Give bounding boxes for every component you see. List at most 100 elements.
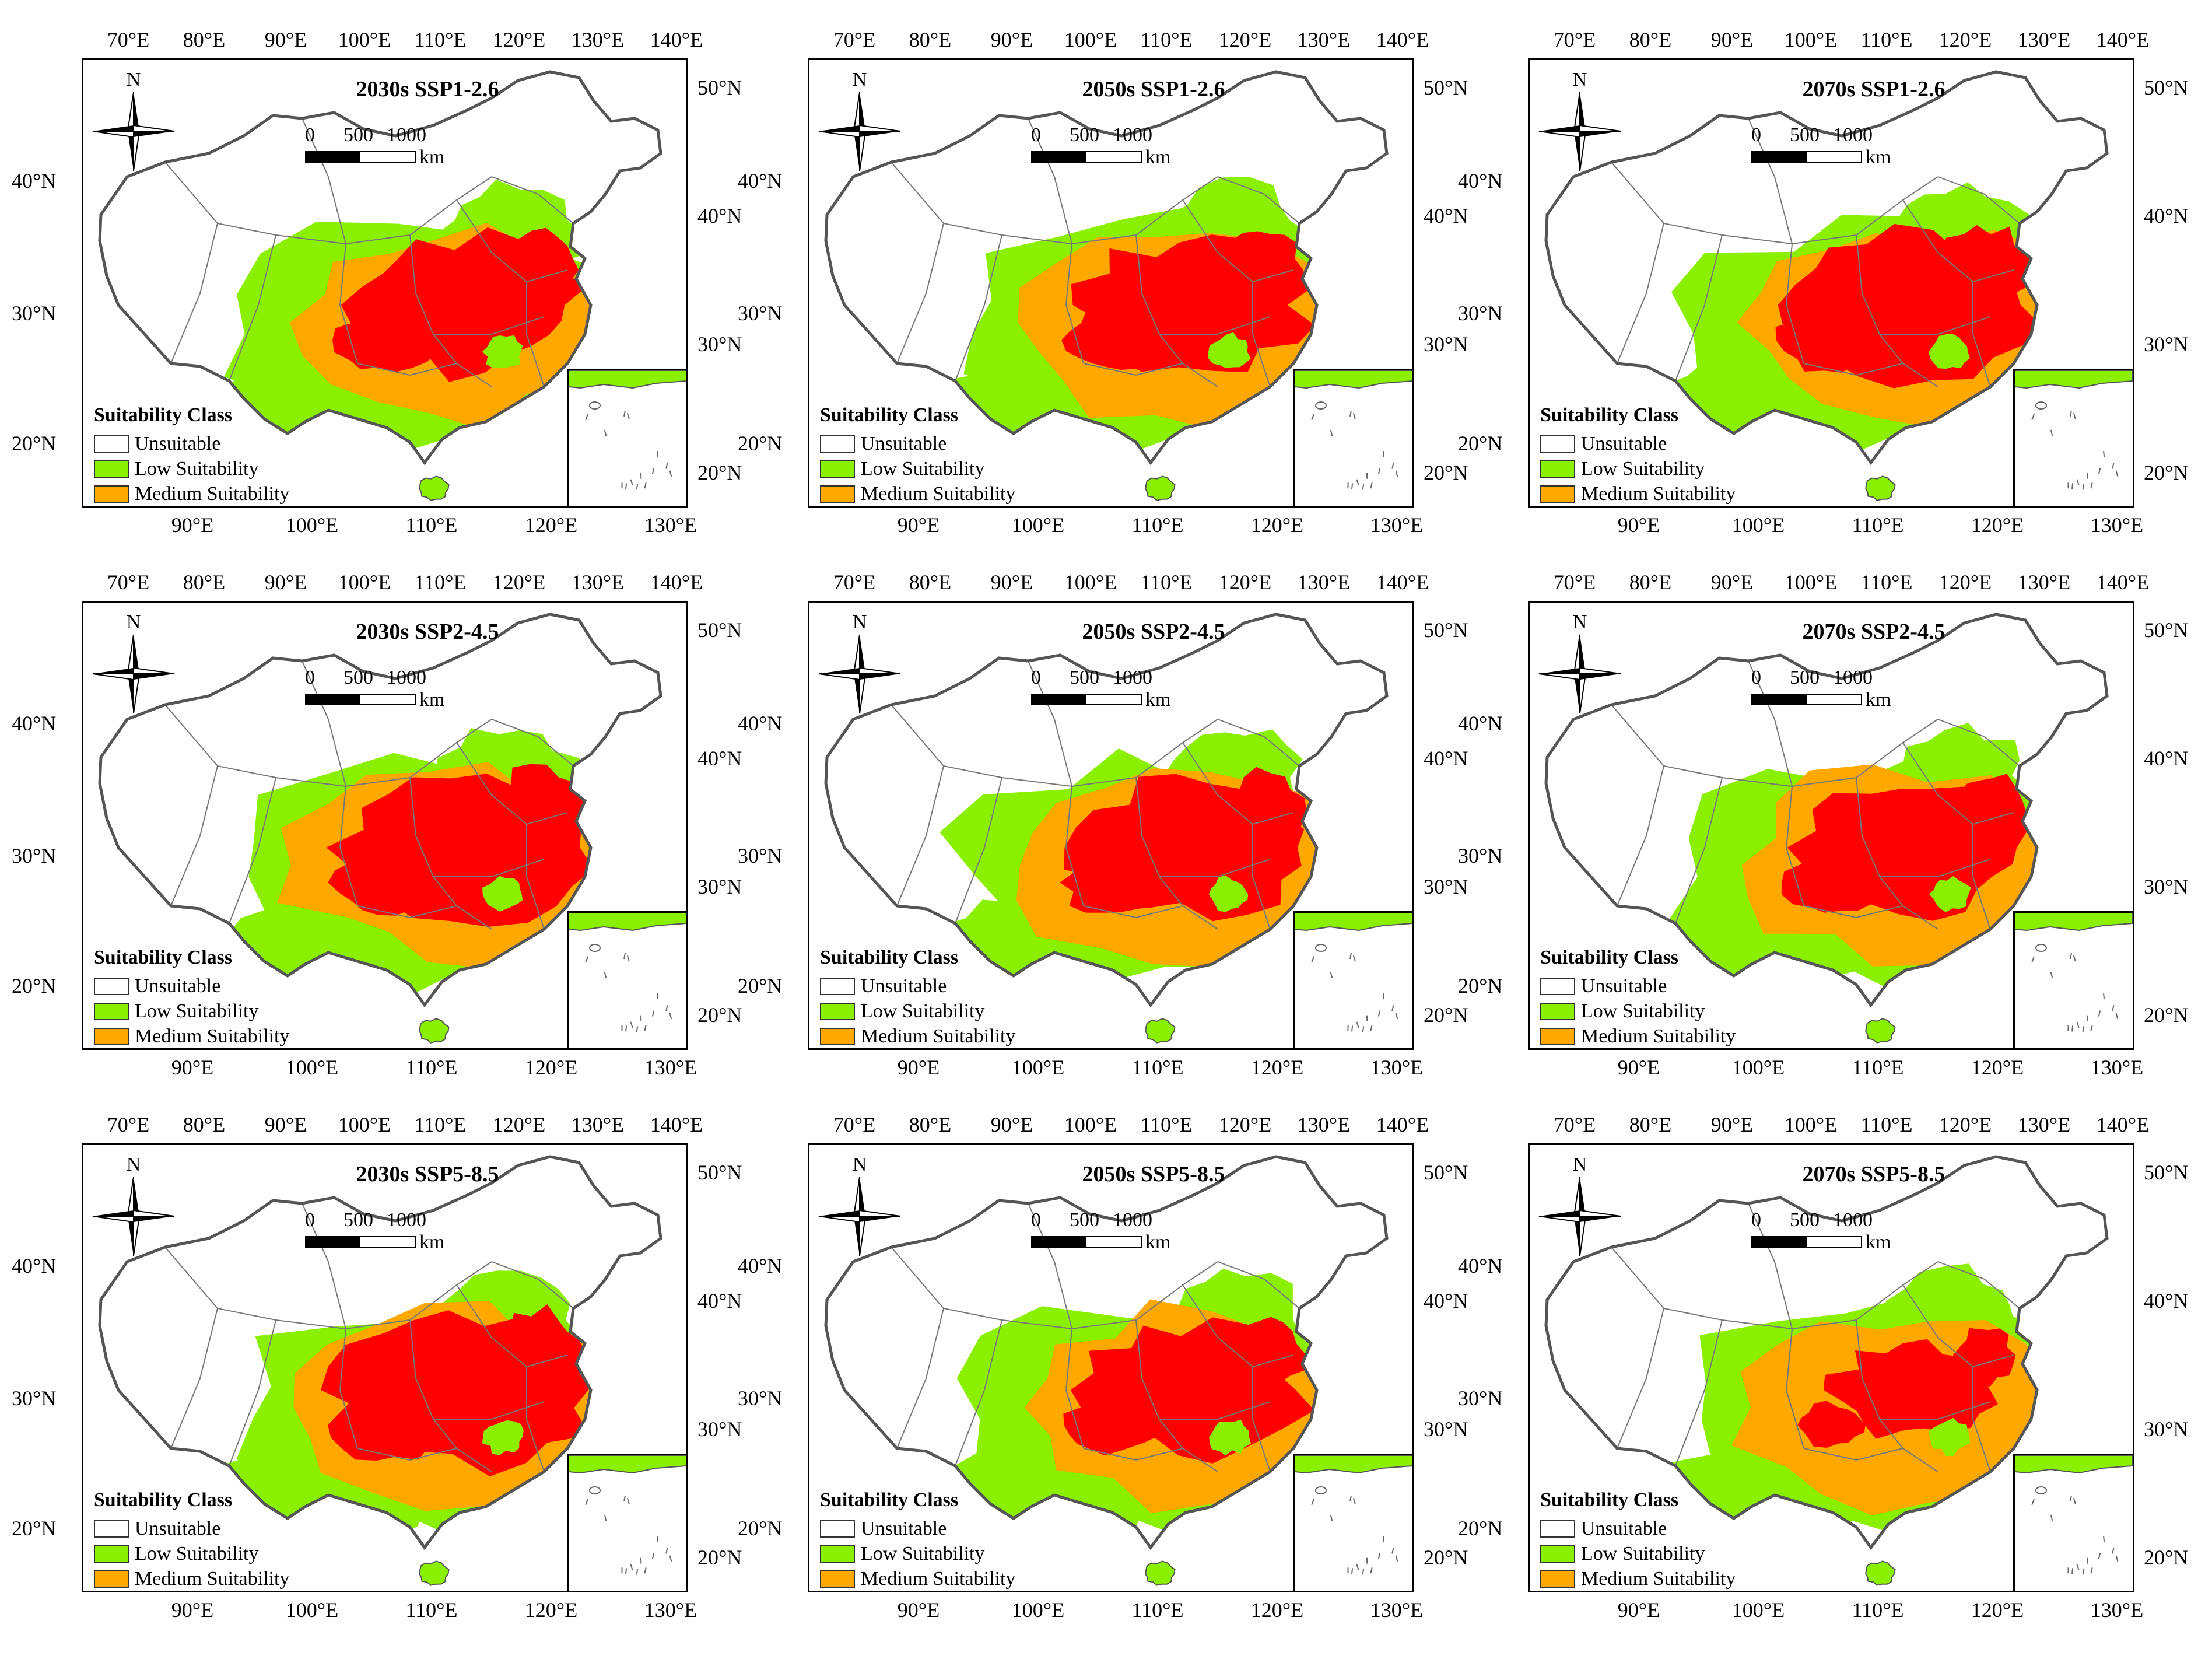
- scale-bar-unit: km: [419, 1231, 445, 1253]
- legend-label: Unsuitable: [135, 1517, 221, 1539]
- scale-bar: 0 500 1000 km: [1031, 667, 1170, 713]
- low-suitability-zone: [1208, 332, 1251, 369]
- lon-tick-top: 110°E: [1860, 570, 1913, 594]
- province-boundary: [1675, 235, 1723, 382]
- province-boundary: [357, 1447, 492, 1472]
- lat-tick-right: 30°N: [697, 1418, 742, 1441]
- compass-needle-east-light: [133, 667, 175, 674]
- north-arrow-icon: N: [92, 69, 175, 172]
- lon-tick-top: 120°E: [1218, 28, 1272, 51]
- compass-needle-south-light: [1579, 673, 1587, 714]
- lon-tick-top: 90°E: [264, 28, 307, 51]
- legend-label: Unsuitable: [861, 432, 947, 454]
- province-boundary: [1028, 118, 1072, 244]
- south-china-sea-inset: [1293, 911, 1412, 1048]
- lon-tick-bottom: 100°E: [1731, 1598, 1785, 1622]
- hainan-island: [419, 1560, 450, 1586]
- compass-n-label: N: [1573, 1154, 1587, 1175]
- lon-tick-bottom: 130°E: [644, 513, 697, 537]
- compass-n-label: N: [127, 69, 141, 90]
- lon-tick-top: 100°E: [338, 28, 391, 51]
- compass-needle-east-light: [1579, 667, 1621, 674]
- compass-needle-north: [860, 92, 865, 131]
- lat-tick-right: 30°N: [2144, 1418, 2189, 1441]
- lon-tick-bottom: 120°E: [524, 1056, 578, 1079]
- legend-label: Medium Suitability: [861, 482, 1016, 505]
- province-boundary: [1217, 1261, 1300, 1309]
- inset-dash-line: [1395, 1013, 1398, 1020]
- inset-map: [2014, 912, 2133, 1032]
- legend-swatch: [94, 485, 129, 503]
- legend-swatch: [1540, 1002, 1575, 1020]
- province-boundary: [170, 765, 218, 907]
- inset-dash-line: [644, 1025, 647, 1031]
- legend-swatch: [820, 1002, 855, 1020]
- compass-needle-north: [1580, 92, 1586, 131]
- province-boundary: [1065, 1328, 1084, 1449]
- compass-n-label: N: [853, 1154, 867, 1175]
- inset-island: [2035, 401, 2047, 410]
- inset-dash-line: [2115, 1013, 2119, 1020]
- lat-tick-right: 20°N: [1424, 1003, 1468, 1027]
- legend-item: High Suitability: [820, 1591, 1015, 1592]
- province-boundary: [1135, 777, 1183, 907]
- lat-tick-left: 30°N: [738, 844, 783, 867]
- inset-dash-line: [2071, 483, 2074, 489]
- legend-label: Medium Suitability: [1581, 482, 1736, 505]
- province-boundary: [1856, 1320, 1903, 1449]
- inset-dash-line: [669, 1013, 672, 1020]
- lon-tick-top: 100°E: [338, 1113, 391, 1136]
- inset-dash-line: [2090, 482, 2093, 489]
- lon-tick-top: 100°E: [1784, 28, 1838, 51]
- inset-coastline: [1294, 1455, 1412, 1474]
- lon-tick-top: 100°E: [1064, 1113, 1117, 1136]
- lon-tick-top: 120°E: [1218, 1113, 1272, 1136]
- china-outline: [1544, 70, 2109, 466]
- scale-bar-label: 500: [343, 124, 373, 146]
- inset-map: [568, 912, 686, 1032]
- compass-needle-north-light: [127, 92, 134, 132]
- compass-needle-south-light: [133, 673, 141, 714]
- inset-dash-line: [2070, 953, 2073, 959]
- low-suitability-zone: [482, 1420, 524, 1455]
- panel-title: 2030s SSP2-4.5: [356, 620, 499, 644]
- inset-dash-line: [1377, 1010, 1381, 1017]
- scale-bar-label: 500: [1790, 124, 1820, 146]
- scale-bar-label: 0: [305, 667, 315, 688]
- inset-dash-line: [1311, 1499, 1314, 1506]
- province-boundary: [491, 719, 574, 766]
- suitability-layer: [190, 1270, 661, 1546]
- compass-n-label: N: [127, 611, 141, 633]
- compass-needle-north: [134, 1177, 139, 1216]
- compass-needle-south-light: [133, 131, 141, 172]
- lon-tick-bottom: 110°E: [1131, 1056, 1184, 1079]
- province-boundary: [1785, 1328, 1804, 1449]
- province-boundary: [456, 1284, 568, 1368]
- compass-needle-north-light: [853, 634, 860, 674]
- legend-title: Suitability Class: [820, 404, 959, 426]
- scale-bar-graphic: [1031, 694, 1142, 705]
- inset-dash-line: [2076, 479, 2080, 486]
- compass-needle-west: [819, 668, 860, 674]
- lon-tick-top: 100°E: [1784, 1113, 1838, 1136]
- lon-tick-top: 70°E: [833, 570, 876, 594]
- scale-bar-fill: [1032, 695, 1086, 704]
- compass-needle-west: [819, 125, 860, 131]
- compass-needle-north: [860, 635, 865, 674]
- inset-map: [1294, 1455, 1412, 1575]
- scale-bar-graphic: [305, 694, 416, 705]
- legend-item: High Suitability: [94, 1591, 289, 1592]
- province-boundary: [1083, 362, 1218, 387]
- scale-bar-label: 500: [1070, 1209, 1099, 1231]
- high-suitability-zone: [328, 1388, 444, 1461]
- china-map: [98, 1155, 662, 1586]
- legend-swatch: [94, 435, 129, 453]
- lon-tick-top: 120°E: [492, 28, 546, 51]
- lon-tick-bottom: 120°E: [1250, 1056, 1304, 1079]
- inset-dash-line: [2112, 463, 2115, 469]
- lon-tick-top: 80°E: [183, 28, 226, 51]
- province-boundary: [1617, 223, 1664, 364]
- lat-tick-right: 20°N: [1424, 1546, 1468, 1569]
- high-suitability-zone: [332, 309, 438, 372]
- inset-map: [1294, 370, 1412, 490]
